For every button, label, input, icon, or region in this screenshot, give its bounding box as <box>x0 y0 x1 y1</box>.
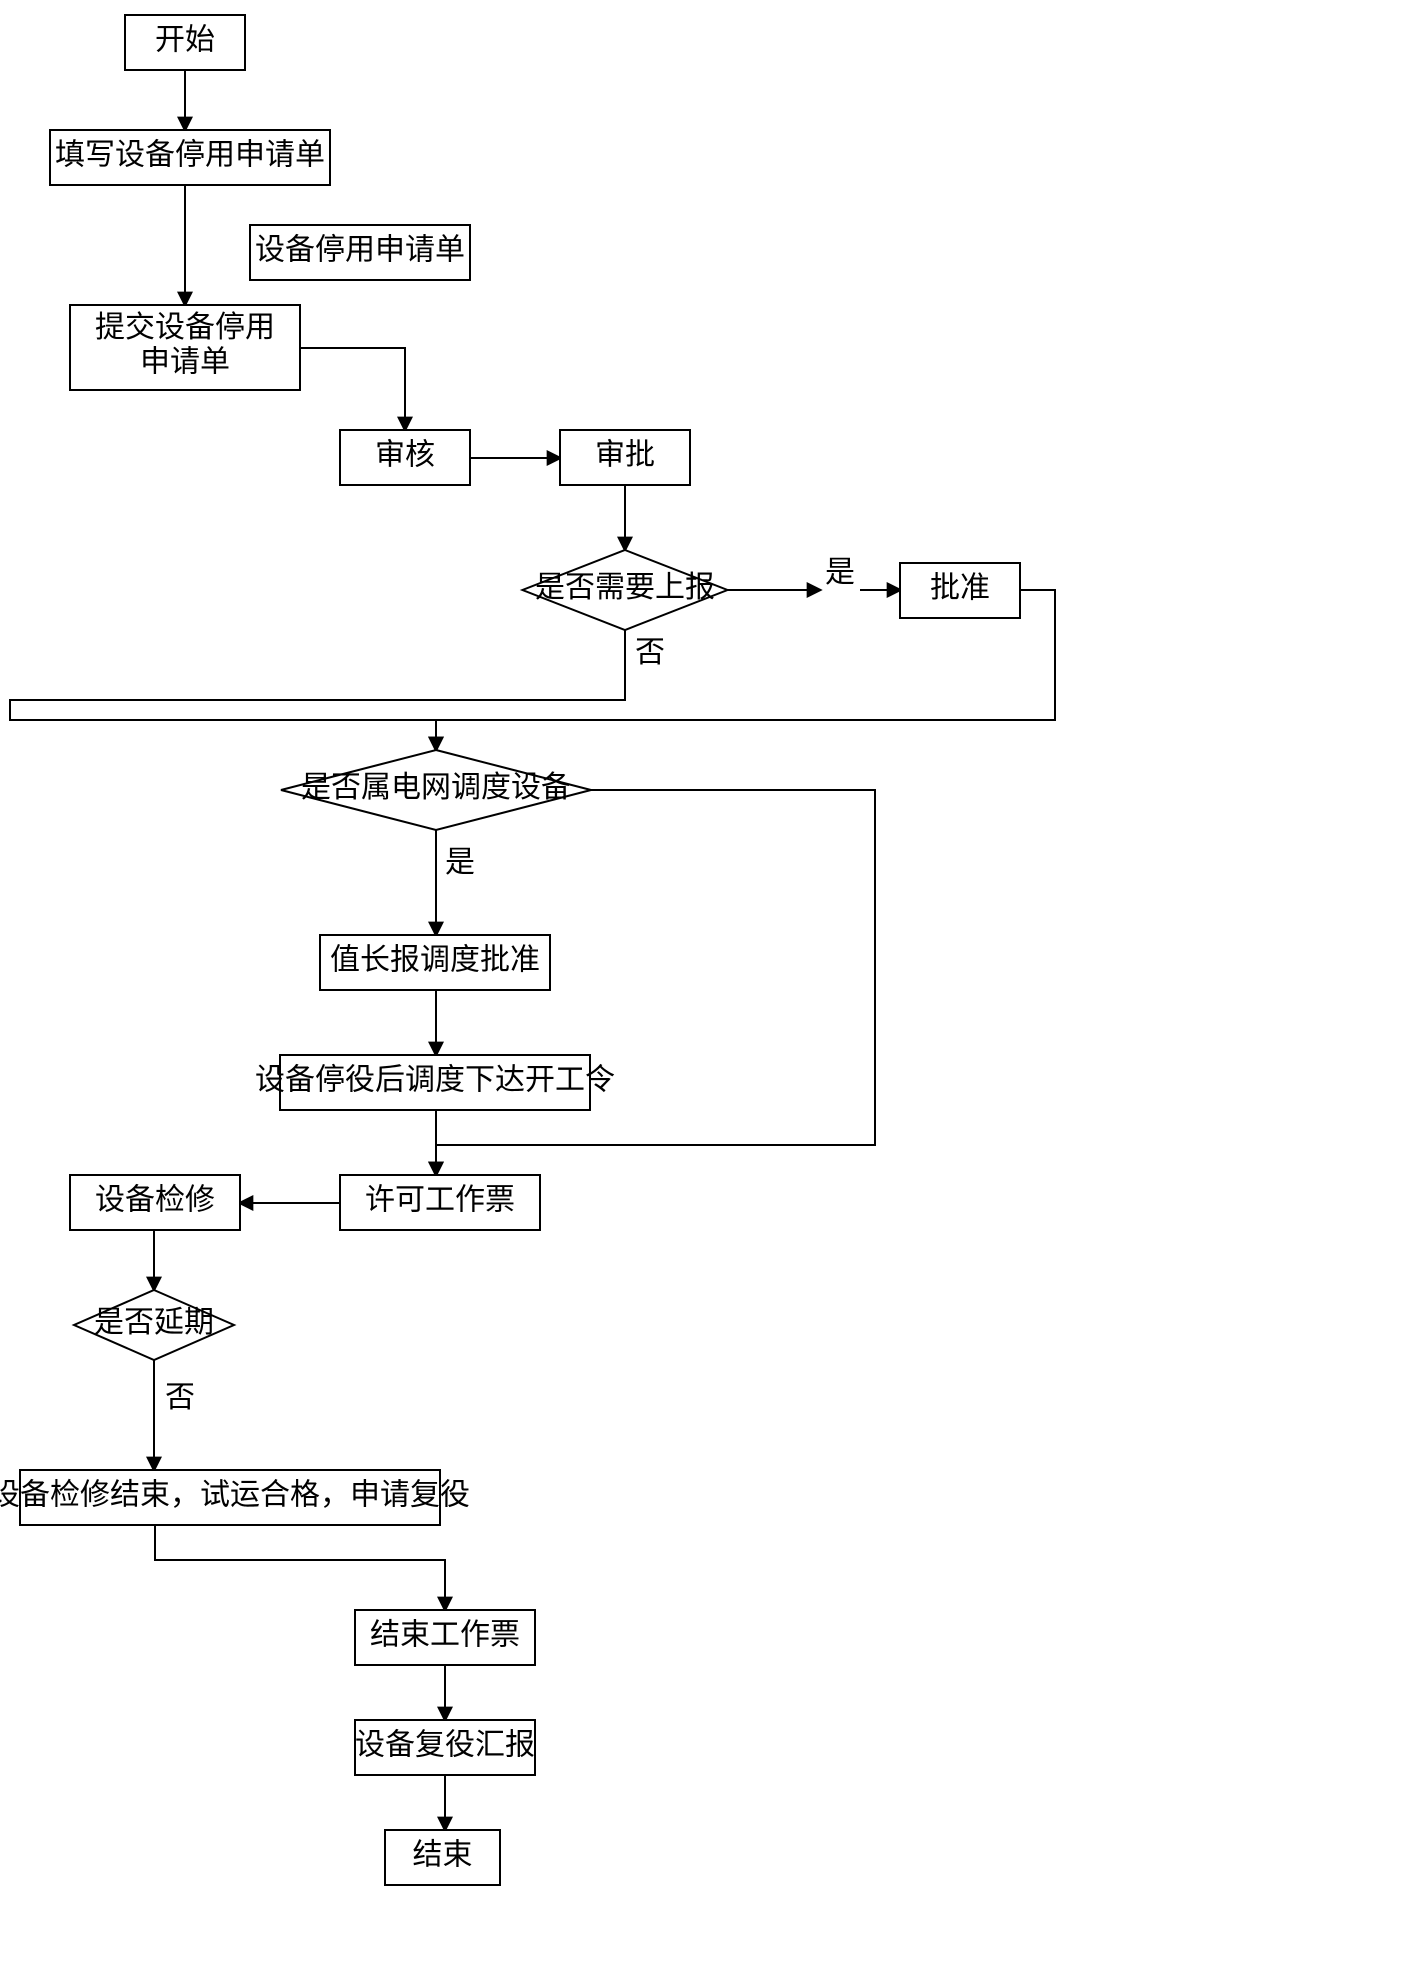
node-label-doc_form: 设备停用申请单 <box>255 233 465 266</box>
node-label-need_report: 是否需要上报 <box>535 571 715 604</box>
node-label-is_delay: 是否延期 <box>94 1306 214 1339</box>
edge-label-is_grid-shift_rpt: 是 <box>445 846 475 879</box>
node-restore_rpt: 设备复役汇报 <box>355 1720 535 1775</box>
node-ratify: 批准 <box>900 563 1020 618</box>
edge-label-need_report-ratify: 是 <box>825 556 855 589</box>
edge-label-need_report-is_grid: 否 <box>635 636 665 669</box>
edge-need_report-is_grid <box>10 630 625 750</box>
node-submit_form: 提交设备停用申请单 <box>70 305 300 390</box>
node-label-fill_form: 填写设备停用申请单 <box>55 138 325 171</box>
node-label-end: 结束 <box>413 1838 473 1871</box>
node-doc_form: 设备停用申请单 <box>250 225 470 280</box>
node-label-end_ticket: 结束工作票 <box>370 1618 520 1651</box>
node-label-submit_form: 提交设备停用 <box>95 311 275 344</box>
node-label-ratify: 批准 <box>930 571 990 604</box>
node-end: 结束 <box>385 1830 500 1885</box>
node-label-shift_rpt: 值长报调度批准 <box>330 943 540 976</box>
node-repair_done: 设备检修结束，试运合格，申请复役 <box>0 1470 470 1525</box>
node-label-start: 开始 <box>155 23 215 56</box>
node-approve: 审批 <box>560 430 690 485</box>
edge-label-is_delay-repair_done: 否 <box>165 1381 195 1414</box>
node-is_delay: 是否延期 <box>74 1290 234 1360</box>
node-end_ticket: 结束工作票 <box>355 1610 535 1665</box>
node-label-approve: 审批 <box>595 438 655 471</box>
node-label-stop_order: 设备停役后调度下达开工令 <box>255 1063 615 1096</box>
node-label-permit: 许可工作票 <box>365 1183 515 1216</box>
node-fill_form: 填写设备停用申请单 <box>50 130 330 185</box>
node-start: 开始 <box>125 15 245 70</box>
node-label-review: 审核 <box>375 438 435 471</box>
node-review: 审核 <box>340 430 470 485</box>
node-is_grid: 是否属电网调度设备 <box>281 750 591 830</box>
node-shift_rpt: 值长报调度批准 <box>320 935 550 990</box>
node-stop_order: 设备停役后调度下达开工令 <box>255 1055 615 1110</box>
node-label-repair: 设备检修 <box>95 1183 215 1216</box>
node-permit: 许可工作票 <box>340 1175 540 1230</box>
node-label-repair_done: 设备检修结束，试运合格，申请复役 <box>0 1478 470 1511</box>
node-label-submit_form: 申请单 <box>140 346 230 379</box>
node-label-restore_rpt: 设备复役汇报 <box>355 1728 535 1761</box>
flowchart-canvas: 开始填写设备停用申请单设备停用申请单提交设备停用申请单审核审批是否需要上报批准是… <box>0 0 1401 1974</box>
node-repair: 设备检修 <box>70 1175 240 1230</box>
node-label-is_grid: 是否属电网调度设备 <box>301 771 571 804</box>
node-need_report: 是否需要上报 <box>523 550 728 630</box>
edge-repair_done-end_ticket <box>155 1525 445 1610</box>
edge-submit_form-review <box>300 348 405 430</box>
